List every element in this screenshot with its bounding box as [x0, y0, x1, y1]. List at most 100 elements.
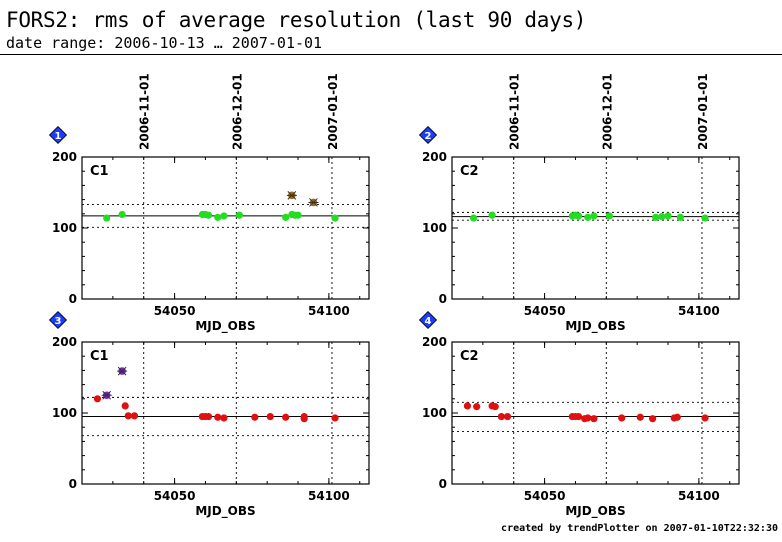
- date-range-subtitle: date range: 2006-10-13 … 2007-01-01: [6, 34, 323, 52]
- detector-label: C1: [90, 349, 109, 364]
- panel-2: 0 100 200 54050 54100 MJD_OBS 2006-11-01 2006-1…: [418, 73, 740, 334]
- data-point: [574, 212, 583, 220]
- y-tick-label: 200: [52, 150, 77, 164]
- data-point: [673, 413, 681, 421]
- x-tick-label: 54050: [154, 304, 196, 318]
- data-point: [701, 214, 709, 222]
- footer-note: created by trendPlotter on 2007-01-10T22…: [501, 523, 778, 534]
- outlier-marker: [308, 198, 319, 207]
- outlier-marker: [101, 390, 112, 400]
- panel-badge-number: 1: [55, 131, 62, 142]
- data-point: [574, 412, 583, 421]
- data-point: [251, 413, 259, 421]
- data-point: [503, 412, 512, 421]
- x-tick-label: 54100: [678, 489, 720, 503]
- data-point: [491, 403, 499, 411]
- x-axis-label: MJD_OBS: [565, 319, 625, 334]
- x-axis-label: MJD_OBS: [195, 504, 255, 519]
- data-point: [331, 414, 339, 422]
- y-tick-label: 100: [422, 406, 447, 420]
- data-point: [130, 412, 139, 420]
- panel-1: 0 100 200 54050 54100 MJD_OBS 2006-11-01 2006-1…: [48, 73, 370, 334]
- x-tick-label: 54100: [678, 304, 720, 318]
- detector-label: C1: [90, 164, 109, 179]
- panel-badge: [418, 125, 438, 145]
- data-point: [470, 214, 478, 222]
- y-tick-label: 200: [422, 150, 447, 164]
- y-tick-label: 100: [52, 406, 77, 420]
- data-point: [648, 415, 657, 423]
- x-tick-label: 54100: [308, 304, 350, 318]
- data-point: [473, 403, 481, 411]
- panel-4: 0 100 200 54050 54100 MJD_OBS C2 4: [418, 310, 740, 519]
- x-tick-label: 54100: [308, 489, 350, 503]
- x-tick-label: 54050: [524, 304, 566, 318]
- data-point: [93, 395, 102, 403]
- y-tick-label: 0: [439, 292, 447, 306]
- data-point: [214, 413, 222, 421]
- data-point: [103, 214, 111, 222]
- data-point: [300, 415, 308, 423]
- date-tick-label: 2007-01-01: [696, 73, 710, 150]
- plot-frame: [451, 156, 740, 300]
- y-tick-label: 200: [422, 335, 447, 349]
- panel-badge-number: 3: [55, 316, 62, 327]
- data-point: [220, 414, 228, 422]
- y-tick-label: 100: [422, 221, 447, 235]
- data-point: [121, 402, 129, 410]
- panel-badge-number: 2: [425, 131, 432, 142]
- date-tick-label: 2006-12-01: [230, 73, 244, 150]
- data-point: [463, 402, 472, 410]
- detector-label: C2: [460, 164, 479, 179]
- panel-badge: [418, 310, 438, 330]
- data-point: [266, 412, 274, 421]
- plot-frame: [81, 156, 370, 300]
- data-point: [497, 412, 505, 421]
- y-tick-label: 200: [52, 335, 77, 349]
- plot-frame: [81, 341, 370, 485]
- data-point: [204, 412, 213, 421]
- data-point: [590, 212, 598, 220]
- plot-frame: [451, 341, 740, 485]
- panel-badge: [48, 310, 68, 330]
- data-point: [618, 414, 626, 422]
- data-point: [214, 213, 222, 221]
- data-point: [488, 211, 496, 219]
- panel-3: 0 100 200 54050 54100 MJD_OBS C1 3: [48, 310, 370, 519]
- date-tick-label: 2006-11-01: [508, 73, 522, 150]
- x-tick-label: 54050: [524, 489, 566, 503]
- data-point: [658, 213, 666, 221]
- data-point: [676, 213, 684, 221]
- data-point: [118, 210, 126, 219]
- panel-badge-number: 4: [425, 316, 432, 327]
- y-tick-label: 0: [439, 477, 447, 491]
- data-point: [124, 412, 132, 420]
- data-point: [282, 413, 290, 421]
- y-tick-label: 100: [52, 221, 77, 235]
- date-tick-label: 2007-01-01: [326, 73, 340, 150]
- y-tick-label: 0: [69, 477, 77, 491]
- x-axis-label: MJD_OBS: [195, 319, 255, 334]
- data-point: [652, 213, 660, 221]
- x-axis-label: MJD_OBS: [565, 504, 625, 519]
- data-point: [701, 414, 709, 422]
- outlier-marker: [286, 190, 297, 200]
- panel-badge: [48, 125, 68, 145]
- data-point: [220, 212, 228, 220]
- data-point: [204, 211, 213, 219]
- data-point: [584, 213, 592, 221]
- data-point: [331, 214, 339, 222]
- data-point: [636, 413, 644, 421]
- page-title: FORS2: rms of average resolution (last 9…: [6, 8, 587, 32]
- data-point: [590, 415, 598, 423]
- date-tick-label: 2006-12-01: [600, 73, 614, 150]
- data-point: [605, 212, 613, 220]
- outlier-marker: [117, 366, 128, 376]
- title-divider: [0, 54, 782, 55]
- data-point: [235, 211, 243, 219]
- data-point: [282, 213, 290, 221]
- data-point: [294, 211, 302, 219]
- detector-label: C2: [460, 349, 479, 364]
- x-tick-label: 54050: [154, 489, 196, 503]
